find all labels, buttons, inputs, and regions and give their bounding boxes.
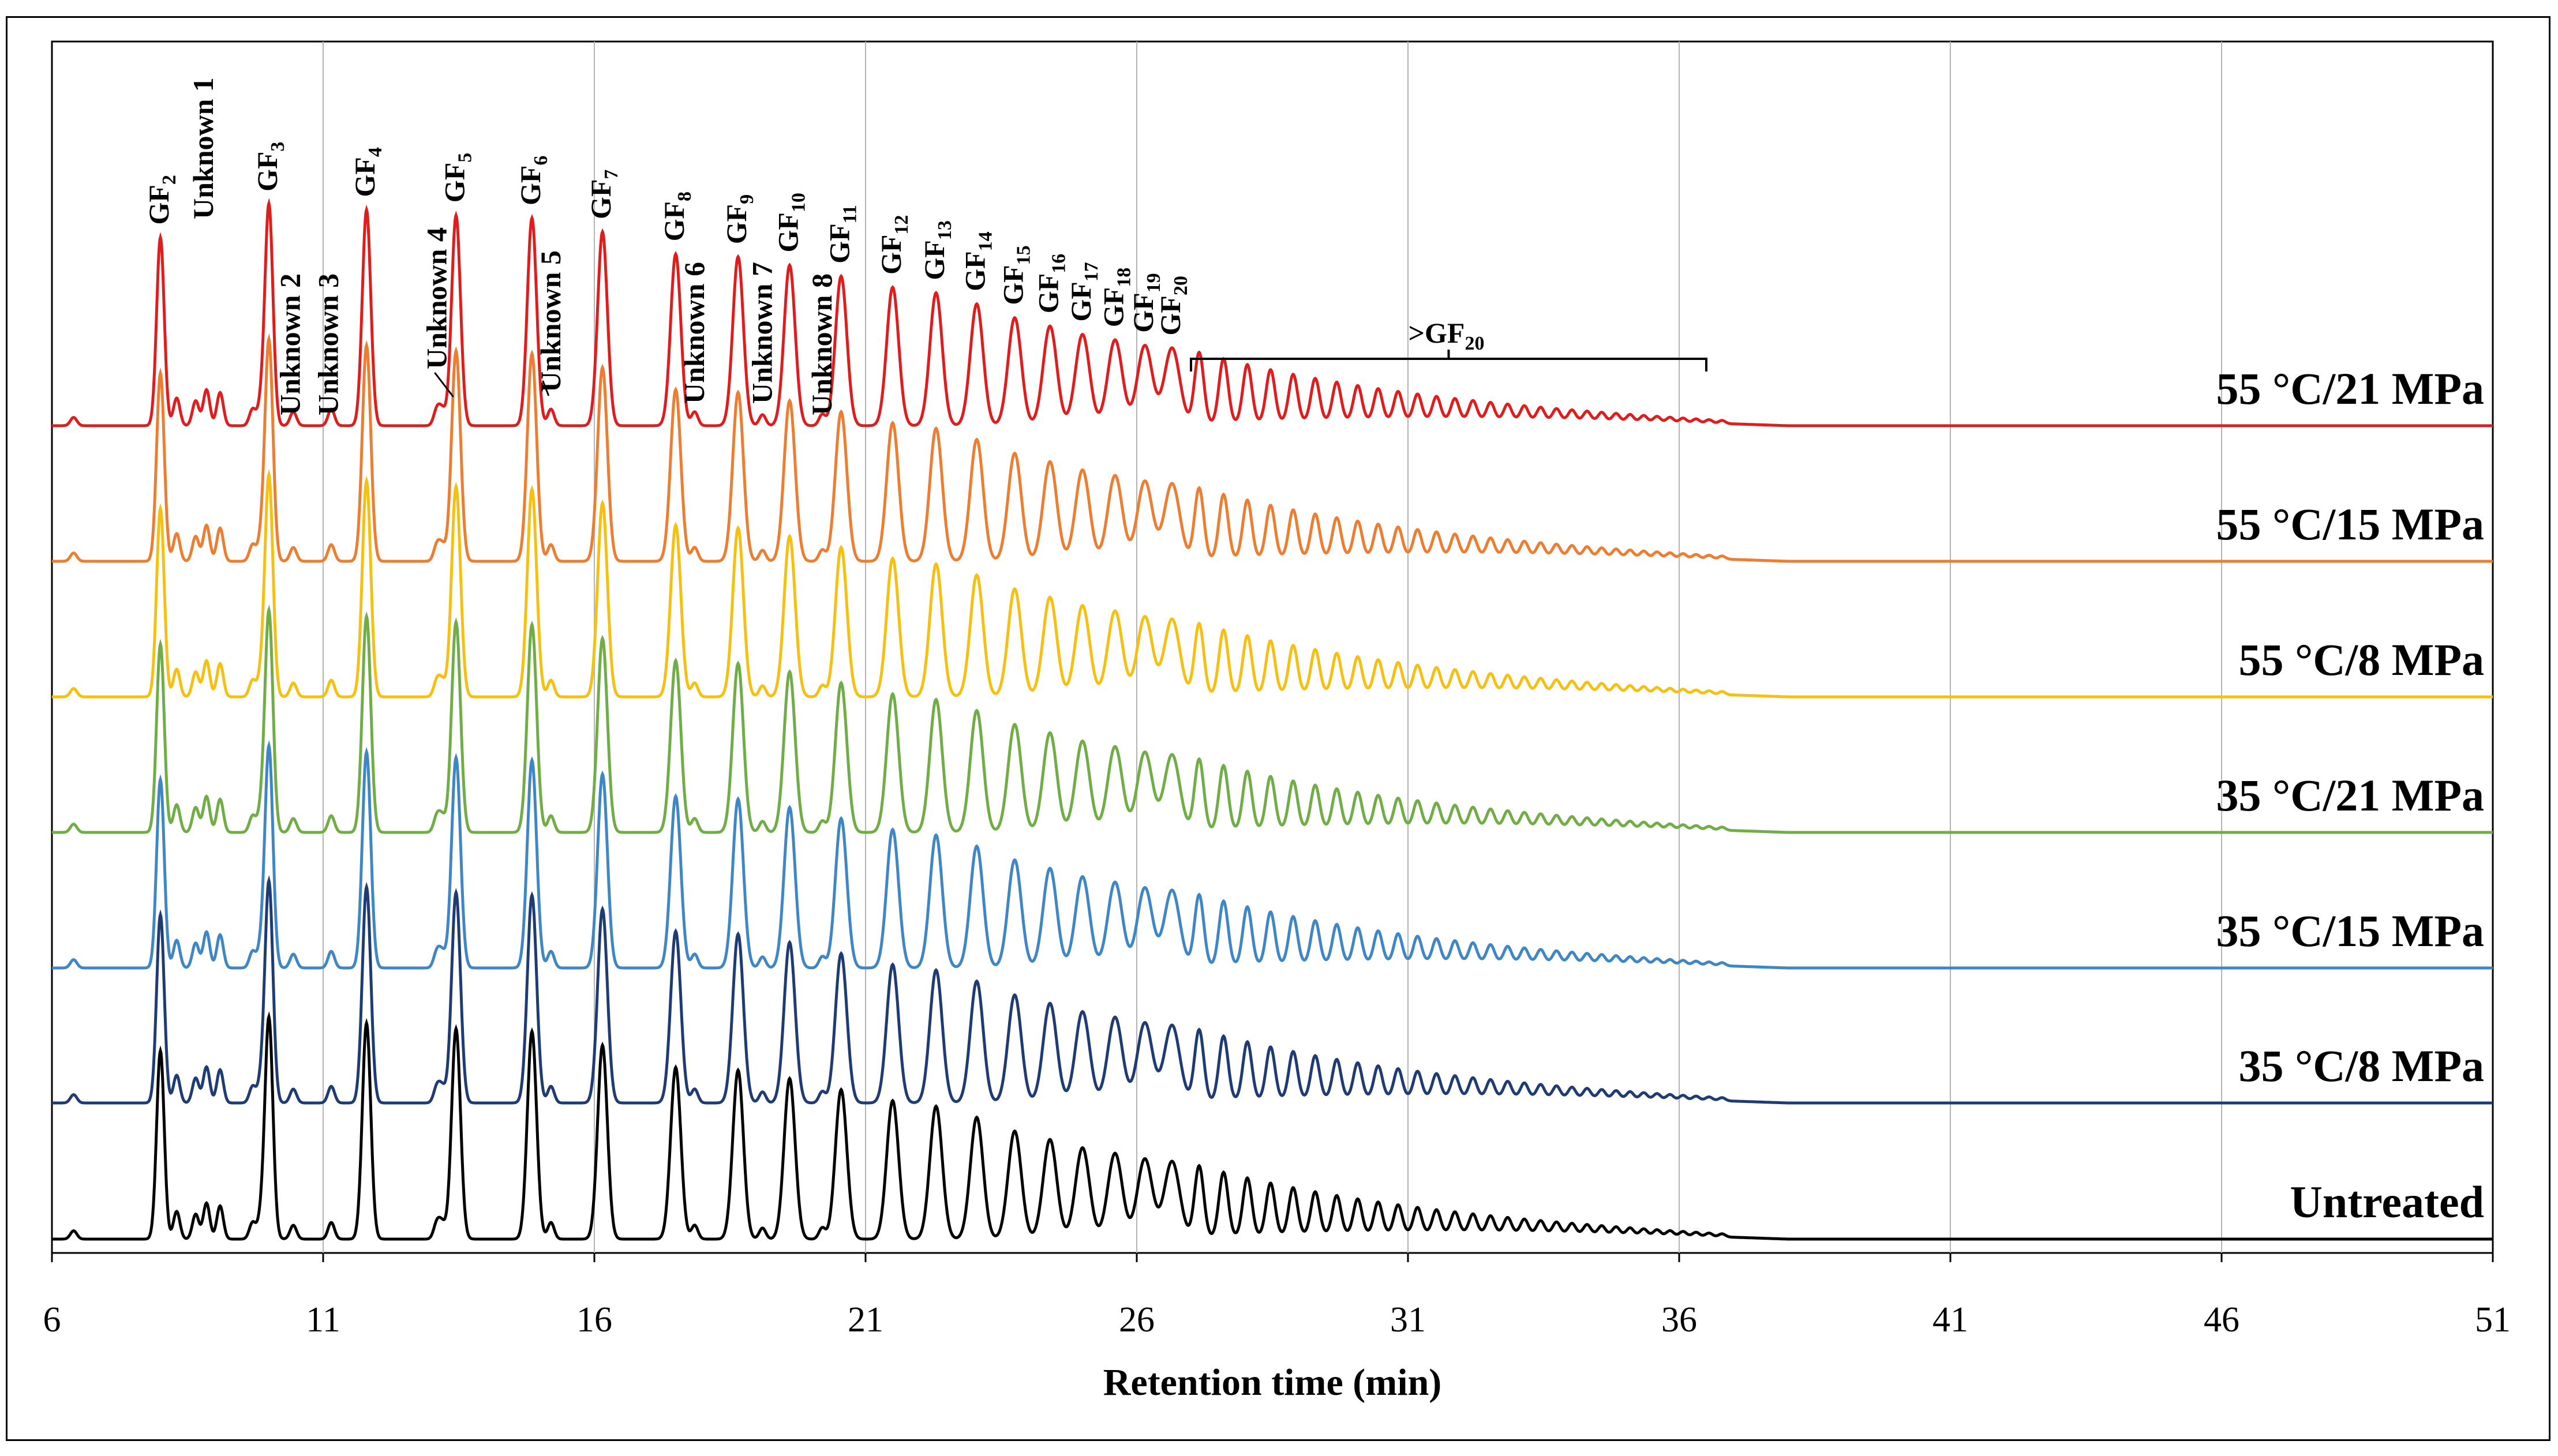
gf-peak-label: GF11 [823,205,861,264]
series-label: 55 °C/21 MPa [2216,363,2484,414]
series-line [52,605,2493,834]
unknown-peak-label: Unknown 1 [187,77,219,219]
gf-peak-label: GF7 [585,170,622,219]
annotation-arrow [542,380,550,396]
series-label: 55 °C/8 MPa [2239,635,2484,685]
gf20-bracket [1190,358,1707,371]
x-tick-label: 11 [306,1300,340,1339]
series-line [52,469,2493,699]
series-label: 35 °C/8 MPa [2239,1041,2484,1091]
unknown-peak-label: Unknown 5 [534,250,567,392]
unknown-peak-label: Unknown 7 [746,262,778,404]
series-label: 55 °C/15 MPa [2216,499,2484,549]
figure-frame [6,16,2550,1441]
gf-peak-label: GF17 [1065,262,1102,321]
unknown-peak-label: Unknown 6 [678,262,710,404]
unknown-peak-label: Unknown 8 [806,273,838,415]
gf-peak-label: GF18 [1097,268,1134,327]
unknown-peak-label: Unknown 2 [274,273,306,415]
gf-peak-label: GF14 [959,231,997,291]
x-tick-label: 21 [848,1300,883,1339]
unknown-peak-label: Unknown 3 [312,273,344,415]
gf-peak-label: GF15 [997,245,1035,305]
gf20-bracket-label: >GF20 [1409,317,1485,354]
gf-peak-label: GF5 [438,153,475,202]
series-line [52,1011,2493,1241]
unknown-peak-label: Unknown 4 [420,227,452,369]
peak-annotations: GF2 GF3 GF4 GF5 GF6 GF7 GF8 GF9 GF10 GF11 GF12GF13… [143,77,1707,415]
x-tick-label: 41 [1932,1300,1968,1339]
gf-peak-label: GF8 [658,192,695,241]
x-tick-label: 51 [2475,1300,2511,1339]
series-traces [52,198,2493,1241]
series-labels: Untreated 35 °C/8 MPa 35 °C/15 MPa 35 °C/21… [2216,363,2484,1227]
x-tick-label: 46 [2204,1300,2239,1339]
x-tick-label: 16 [576,1300,612,1339]
series-line [52,333,2493,563]
series-label: Untreated [2290,1177,2485,1227]
series-line [52,198,2493,427]
series-line [52,875,2493,1105]
gf-peak-label: GF3 [251,142,289,192]
x-tick-label: 31 [1390,1300,1426,1339]
gf-peak-label: GF20 [1154,276,1192,335]
x-axis-title: Retention time (min) [1103,1361,1442,1404]
gf-peak-label: GF9 [720,194,758,244]
x-tick-label: 6 [43,1300,61,1339]
series-label: 35 °C/21 MPa [2216,770,2484,820]
series-line [52,740,2493,970]
series-label: 35 °C/15 MPa [2216,906,2484,956]
gf-peak-label: GF19 [1127,273,1164,332]
gf-peak-label: GF2 [143,175,180,224]
gf-peak-label: GF6 [514,156,552,205]
x-tick-label: 26 [1119,1300,1155,1339]
gf-peak-label: GF16 [1032,254,1070,313]
gf-peak-label: GF10 [771,193,809,252]
annotation-arrow [434,372,454,397]
plot-area [51,40,2494,1254]
gf-peak-label: GF13 [918,220,956,280]
x-tick-labels: 6 11 16 21 26 31 36 41 46 51 [43,1253,2511,1339]
gf-peak-label: GF12 [875,215,912,275]
x-tick-label: 36 [1661,1300,1697,1339]
gf-peak-label: GF4 [349,147,386,197]
